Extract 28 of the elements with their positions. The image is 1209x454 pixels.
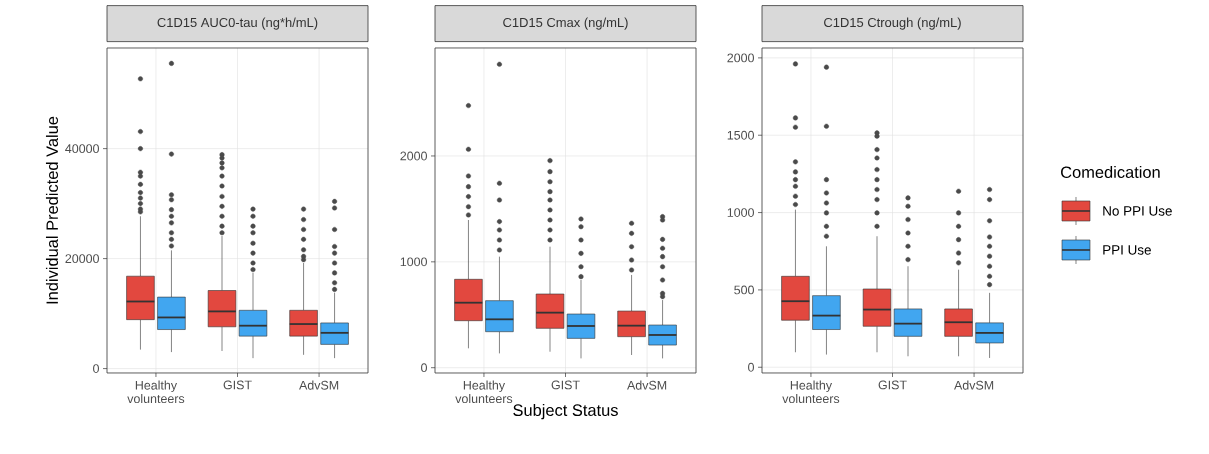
x-tick-label: AdvSM — [299, 380, 339, 390]
legend-title: Comedication — [1061, 165, 1160, 179]
x-tick-label: AdvSM — [954, 380, 994, 390]
x-tick-label: Healthy volunteers — [127, 380, 185, 404]
y-axis-title: Individual Predicted Value — [45, 116, 59, 304]
y-tick-label: 0 — [748, 362, 754, 372]
y-tick-label: 1000 — [400, 257, 427, 267]
x-tick-label: Healthy volunteers — [782, 380, 840, 404]
x-tick-label: GIST — [551, 380, 580, 390]
y-tick-label: 1500 — [727, 130, 754, 140]
x-tick-label: GIST — [223, 380, 252, 390]
chart-title: C1D15 AUC0-tau (ng*h/mL) — [157, 17, 318, 30]
y-tick-label: 40000 — [65, 144, 99, 154]
chart-title: C1D15 Ctrough (ng/mL) — [824, 17, 961, 30]
x-tick-label: AdvSM — [627, 380, 667, 390]
x-tick-label: GIST — [878, 380, 907, 390]
y-tick-label: 0 — [421, 363, 427, 373]
chart-title: C1D15 Cmax (ng/mL) — [503, 17, 628, 30]
x-axis-title: Subject Status — [513, 403, 618, 420]
y-tick-label: 0 — [93, 364, 99, 373]
y-tick-label: 1000 — [727, 208, 754, 217]
y-tick-label: 500 — [734, 285, 754, 295]
x-tick-label: Healthy volunteers — [455, 380, 513, 404]
y-tick-label: 2000 — [727, 53, 754, 63]
y-tick-label: 2000 — [400, 151, 427, 161]
legend-label: PPI Use — [1103, 245, 1151, 255]
y-tick-label: 20000 — [65, 254, 99, 264]
legend-label: No PPI Use — [1103, 206, 1172, 216]
